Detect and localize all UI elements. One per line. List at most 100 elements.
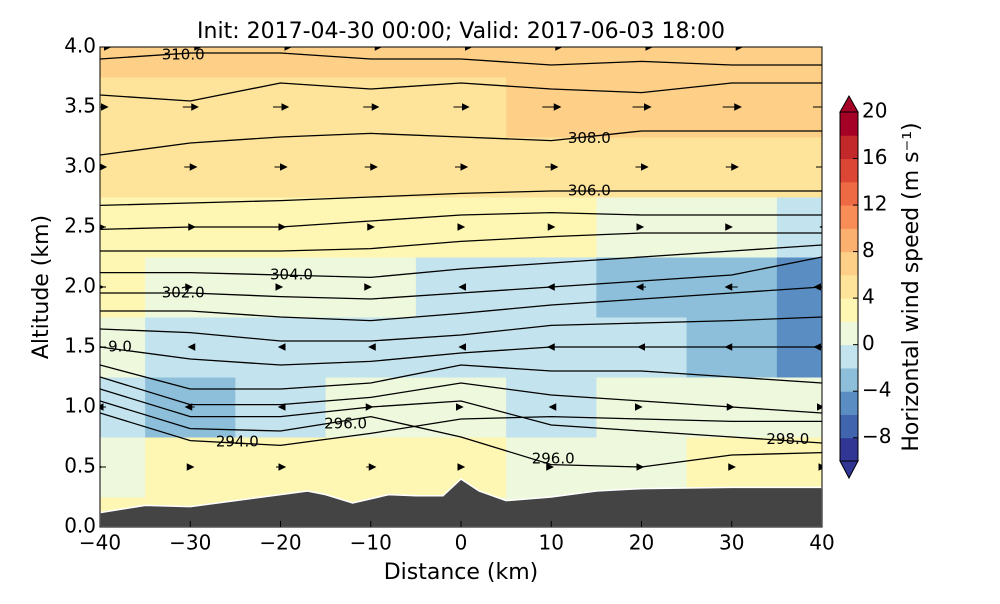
wind-arrow xyxy=(818,463,822,471)
contour-label: 306.0 xyxy=(568,182,611,200)
x-tick-label: 20 xyxy=(629,531,654,555)
wind-arrow xyxy=(635,403,643,411)
isentrope xyxy=(100,211,822,231)
colorbar-swatch xyxy=(840,112,858,136)
wind-arrow xyxy=(360,47,383,51)
x-tick-label: 10 xyxy=(539,531,564,555)
isentrope xyxy=(100,364,822,390)
contour-label: 294.0 xyxy=(216,433,259,451)
wind-arrow xyxy=(722,103,742,111)
terrain xyxy=(100,478,822,527)
colorbar-swatch xyxy=(840,228,858,253)
wind-arrow xyxy=(186,463,195,471)
wind-arrow xyxy=(458,283,466,291)
isentrope xyxy=(100,316,822,342)
colorbar-swatch xyxy=(840,414,858,439)
field-cell xyxy=(506,47,597,78)
colorbar-tick-label: 12 xyxy=(862,192,887,216)
colorbar-tick-label: −4 xyxy=(862,378,891,402)
field-cell xyxy=(776,137,822,198)
y-tick-label: 1.0 xyxy=(64,394,96,418)
wind-arrow xyxy=(632,103,652,111)
field-cell xyxy=(100,257,146,318)
wind-arrow xyxy=(100,47,112,51)
y-tick-label: 1.5 xyxy=(64,334,96,358)
isentrope xyxy=(100,388,822,444)
wind-arrow xyxy=(184,163,198,171)
colorbar-extend-top xyxy=(839,94,859,113)
field-cell xyxy=(100,47,146,78)
wind-arrow xyxy=(187,343,196,351)
colorbar-tick-label: 8 xyxy=(862,238,875,262)
x-tick-label: 30 xyxy=(719,531,744,555)
wind-arrow xyxy=(270,47,293,51)
wind-arrow xyxy=(277,343,286,351)
wind-arrow xyxy=(816,163,822,171)
isentrope xyxy=(100,256,822,300)
wind-arrow xyxy=(813,106,822,108)
y-tick-label: 0.5 xyxy=(64,454,96,478)
wind-arrow xyxy=(184,403,195,411)
x-tick-label: −20 xyxy=(259,531,301,555)
y-tick-label: 4.0 xyxy=(64,34,96,58)
colorbar-tick-label: −8 xyxy=(862,424,891,448)
field-cell xyxy=(776,47,822,78)
wind-arrow xyxy=(366,463,377,471)
colorbar-extend-bottom xyxy=(839,460,859,480)
field-cell xyxy=(100,377,146,438)
wind-arrow xyxy=(453,103,470,111)
field-cell xyxy=(686,47,778,78)
contour-label: 298.0 xyxy=(766,430,809,448)
x-tick-label: −40 xyxy=(79,531,121,555)
field-cell xyxy=(145,47,236,78)
wind-arrow xyxy=(636,223,645,231)
colorbar-swatch xyxy=(840,274,858,299)
colorbar-swatch xyxy=(840,205,858,229)
field-cell xyxy=(325,47,417,78)
isentrope xyxy=(100,346,822,366)
colorbar-tick-label: 0 xyxy=(862,331,875,355)
chart-title: Init: 2017-04-30 00:00; Valid: 2017-06-0… xyxy=(197,19,725,44)
isentrope xyxy=(100,190,822,207)
wind-arrow xyxy=(185,283,193,291)
wind-arrow xyxy=(546,463,554,471)
wind-arrow xyxy=(728,463,736,471)
isentrope xyxy=(100,52,822,66)
x-axis-label: Distance (km) xyxy=(384,560,539,585)
colorbar-swatch xyxy=(840,251,858,276)
plot-area: 294.0 296.0 296.0 298.0 9.0 302.0 304.0 306.0 30… xyxy=(100,45,822,527)
colorbar-label: Horizontal wind speed (m s⁻¹) xyxy=(899,122,924,451)
isentrope xyxy=(100,286,822,322)
wind-arrow xyxy=(275,283,284,291)
y-tick-label: 2.5 xyxy=(64,214,96,238)
wind-arrow xyxy=(631,47,654,51)
y-tick-label: 3.0 xyxy=(64,154,96,178)
wind-arrow xyxy=(182,103,199,111)
wind-arrow xyxy=(725,223,733,231)
colorbar-swatch xyxy=(840,181,858,206)
contour-label: 310.0 xyxy=(162,45,205,63)
field-cell xyxy=(776,377,822,438)
field-cell xyxy=(100,197,146,258)
x-tick-label: 0 xyxy=(455,531,468,555)
wind-arrow xyxy=(179,47,202,51)
wind-arrow xyxy=(364,163,378,171)
wind-arrow xyxy=(542,103,562,111)
colorbar-swatch xyxy=(840,158,858,183)
colorbar-tick-label: 16 xyxy=(862,145,887,169)
contour-label: 296.0 xyxy=(532,450,575,468)
wind-arrow xyxy=(450,47,473,51)
colorbar-swatch xyxy=(840,367,858,392)
colorbar-swatch xyxy=(840,391,858,415)
wind-arrow xyxy=(817,403,822,411)
wind-arrow xyxy=(548,403,557,411)
wind-arrow xyxy=(721,47,744,51)
isentrope xyxy=(100,412,822,447)
y-tick-label: 0.0 xyxy=(64,514,96,538)
wind-arrow xyxy=(364,283,372,291)
colorbar-swatch xyxy=(840,321,858,346)
colorbar-tick-label: 20 xyxy=(862,99,887,123)
x-tick-label: −30 xyxy=(169,531,211,555)
field-cell xyxy=(100,437,146,498)
